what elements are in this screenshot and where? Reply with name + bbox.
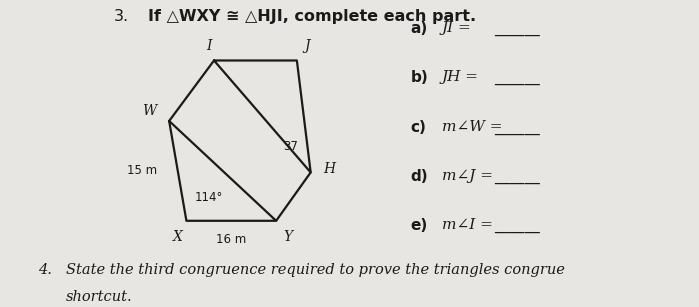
- Text: m∠J =: m∠J =: [442, 169, 498, 183]
- Text: State the third congruence required to prove the triangles congrue: State the third congruence required to p…: [66, 263, 565, 277]
- Text: I: I: [206, 39, 211, 53]
- Text: ______: ______: [493, 21, 540, 36]
- Text: m∠W =: m∠W =: [442, 120, 507, 134]
- Text: 16 m: 16 m: [216, 233, 247, 246]
- Text: H: H: [323, 162, 336, 177]
- Text: 114°: 114°: [195, 191, 223, 204]
- Text: 3.: 3.: [114, 9, 129, 24]
- Text: m∠I =: m∠I =: [442, 218, 498, 232]
- Text: ______: ______: [493, 71, 540, 85]
- Text: e): e): [411, 218, 428, 233]
- Text: ______: ______: [493, 120, 540, 135]
- Text: c): c): [411, 120, 426, 135]
- Text: J: J: [304, 39, 310, 53]
- Text: X: X: [173, 230, 183, 244]
- Text: JH =: JH =: [442, 71, 484, 84]
- Text: a): a): [411, 21, 428, 36]
- Text: shortcut.: shortcut.: [66, 290, 132, 304]
- Text: ______: ______: [493, 169, 540, 184]
- Text: W: W: [143, 104, 157, 118]
- Text: b): b): [411, 71, 428, 85]
- Text: d): d): [411, 169, 428, 184]
- Text: ______: ______: [493, 218, 540, 233]
- Text: 37: 37: [283, 140, 298, 153]
- Text: If △WXY ≅ △HJI, complete each part.: If △WXY ≅ △HJI, complete each part.: [148, 9, 477, 24]
- Text: 15 m: 15 m: [127, 164, 157, 177]
- Text: Y: Y: [283, 230, 292, 244]
- Text: JI =: JI =: [442, 21, 477, 35]
- Text: 4.: 4.: [38, 263, 52, 277]
